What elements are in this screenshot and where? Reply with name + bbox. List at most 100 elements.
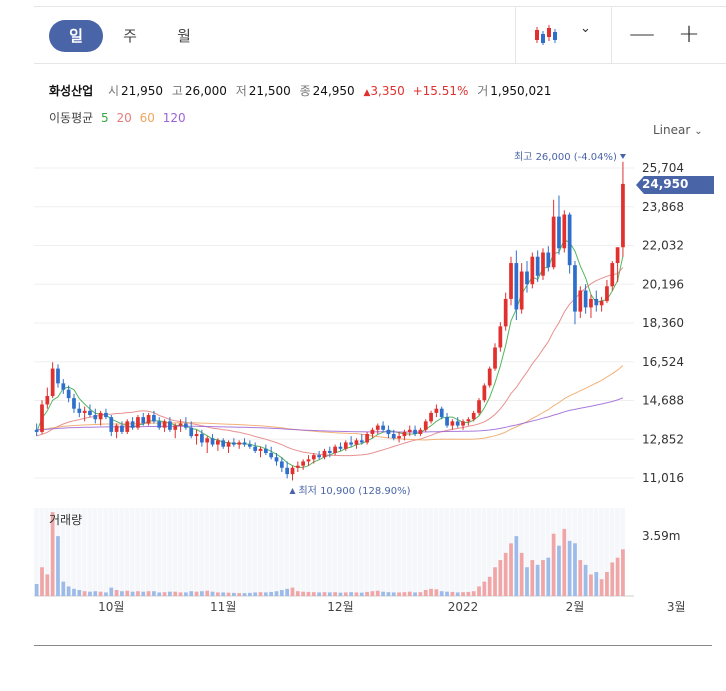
zoom-out-button[interactable]: — (629, 19, 655, 49)
volume-panel-column (449, 508, 455, 596)
volume-panel-column (423, 508, 428, 596)
tab-month[interactable]: 월 (177, 27, 191, 45)
ma5-line (36, 239, 624, 468)
volume-panel-column (540, 508, 546, 596)
candle-body (471, 412, 476, 420)
tab-day[interactable]: 일 (49, 20, 103, 52)
candle-body (370, 429, 375, 435)
volume-panel-column (124, 508, 130, 596)
volume-panel-column (135, 508, 140, 596)
volume-panel-column (417, 508, 423, 596)
volume-panel-column (241, 508, 247, 596)
volume-bar (178, 592, 183, 596)
volume-bar (205, 590, 210, 596)
volume-panel-column (487, 508, 492, 596)
volume-bar (237, 593, 242, 596)
volume-panel-column (433, 508, 439, 596)
volume-bar (370, 591, 375, 596)
tab-week[interactable]: 주 (123, 27, 137, 45)
x-tick-label: 12월 (327, 600, 353, 614)
volume-label: 거 (477, 84, 489, 98)
candle-body (109, 417, 114, 432)
volume-bar (487, 576, 492, 596)
ma60-label[interactable]: 60 (139, 111, 155, 125)
y-tick-label: 22,032 (642, 239, 684, 253)
candle-body (514, 263, 519, 310)
candle-body (40, 404, 44, 432)
close-label: 종 (299, 84, 311, 98)
volume-panel-column (172, 508, 178, 596)
candle-body (34, 429, 39, 432)
volume-bar (413, 592, 417, 596)
chevron-down-icon: ⌄ (694, 126, 703, 137)
volume-bar (226, 592, 231, 596)
candle-body (530, 256, 535, 285)
volume-bar (605, 572, 609, 596)
candle-body (461, 421, 465, 426)
volume-bar (98, 591, 103, 596)
toolbar-divider (515, 7, 516, 63)
candle-body (274, 457, 279, 462)
volume-panel-column (252, 508, 258, 596)
volume-bar (615, 557, 620, 596)
last-price-tag: 24,950 (636, 176, 714, 194)
candle-body (290, 467, 295, 475)
candlestick-chart-type-icon[interactable] (534, 23, 562, 47)
volume-panel-column (353, 508, 359, 596)
candle-body (493, 347, 497, 369)
volume-panel-column (614, 508, 620, 596)
volume-bar (50, 512, 55, 596)
chevron-down-icon[interactable]: ⌄ (580, 21, 591, 36)
candle-body (423, 421, 428, 430)
volume-panel-column (209, 508, 215, 596)
volume-panel-column (369, 508, 375, 596)
candle-body (551, 216, 556, 268)
volume-bar (274, 591, 279, 596)
volume-bar (263, 592, 268, 596)
volume-panel-column (316, 508, 322, 596)
volume-bar (189, 591, 194, 596)
candle-body (189, 427, 194, 437)
candle-body (194, 434, 199, 437)
moving-average-legend: 이동평균 5 20 60 120 (49, 109, 190, 126)
volume-bar (290, 587, 295, 596)
open-label: 시 (108, 84, 120, 98)
volume-panel-column (177, 508, 183, 596)
volume-bar (242, 593, 247, 596)
volume-panel-column (604, 508, 610, 596)
volume-panel-column (60, 508, 66, 596)
ma20-label[interactable]: 20 (116, 111, 132, 125)
up-triangle-icon: ▲ (363, 88, 371, 98)
last-price-value: 24,950 (642, 177, 689, 191)
candle-body (525, 271, 529, 285)
volume-panel-column (263, 508, 268, 596)
ma5-label[interactable]: 5 (101, 111, 109, 125)
volume-panel-column (87, 508, 93, 596)
candle-body (562, 214, 567, 249)
volume-panel-column (284, 508, 290, 596)
change-value: 3,350 (370, 84, 405, 98)
candle-body (200, 434, 204, 443)
candle-body (535, 256, 540, 276)
candle-body (386, 429, 391, 435)
candle-body (503, 298, 508, 327)
volume-bar (194, 591, 199, 596)
volume-bar (439, 591, 444, 596)
volume-bar (343, 592, 348, 596)
volume-panel-column (167, 508, 172, 596)
x-tick-label: 2022 (448, 600, 479, 614)
candle-body (162, 421, 167, 428)
volume-bar (498, 560, 503, 596)
volume-panel-column (92, 508, 98, 596)
volume-bar (402, 592, 407, 596)
volume-panel-column (401, 508, 407, 596)
candle-body (173, 425, 178, 430)
scale-selector[interactable]: Linear ⌄ (653, 123, 703, 137)
ma120-label[interactable]: 120 (162, 111, 186, 125)
candle-body (519, 271, 524, 310)
volume-bar (162, 592, 167, 596)
volume-panel-column (332, 508, 338, 596)
zoom-in-button[interactable]: + (678, 19, 700, 49)
x-tick-label: 10월 (98, 600, 124, 614)
